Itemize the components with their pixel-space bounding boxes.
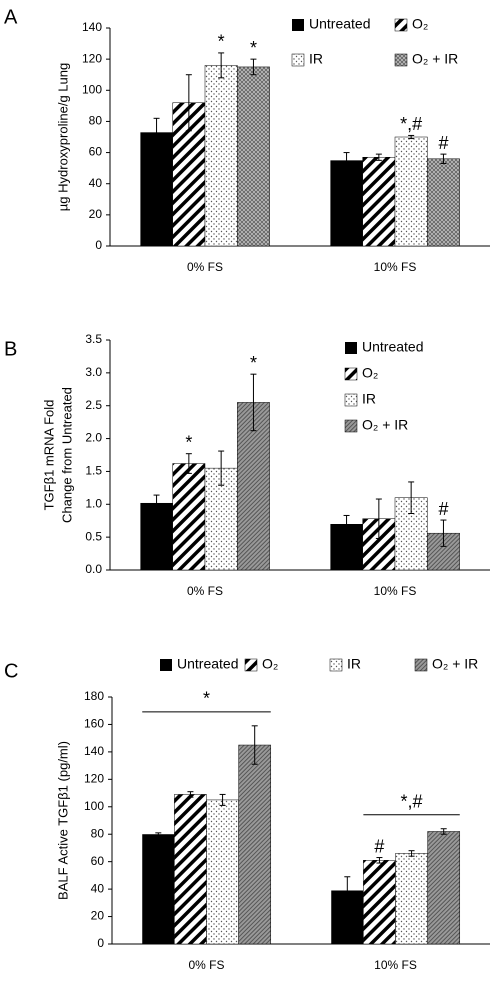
y-tick-label: 100 [82,82,102,96]
y-tick-label: 40 [91,881,105,895]
bar [363,860,396,945]
legend-swatch [160,659,172,671]
y-tick-label: 0.0 [85,562,102,576]
y-tick-label: 60 [91,854,105,868]
y-axis-label: BALF Active TGFβ1 (pg/ml) [55,741,70,900]
legend-swatch [329,658,343,672]
significance-mark: # [438,133,448,153]
legend-label: Untreated [309,16,370,32]
legend-swatch [345,342,357,354]
x-tick-label: 10% FS [374,958,417,972]
y-tick-label: 140 [84,744,104,758]
y-axis-label: µg Hydroxyproline/g Lung [55,63,70,211]
y-tick-label: 20 [91,909,105,923]
y-tick-label: 140 [82,20,102,34]
panel-label: B [4,338,17,360]
legend-swatch [414,658,428,672]
legend-label: O₂ + IR [362,417,408,433]
y-tick-label: 160 [84,717,104,731]
legend-swatch [344,419,358,433]
legend-label: Untreated [362,339,423,355]
y-tick-label: 3.0 [85,365,102,379]
bar [427,831,461,945]
bracket-label: *,# [401,791,423,811]
significance-mark: # [438,499,448,519]
legend-label: O₂ + IR [432,656,478,672]
y-tick-label: 2.5 [85,398,102,412]
panel-label: A [4,6,18,28]
x-tick-label: 0% FS [187,584,223,598]
legend-swatch [291,53,305,67]
legend-label: O₂ [262,656,278,672]
bar [395,853,428,945]
legend-label: Untreated [177,656,238,672]
significance-mark: *,# [400,114,422,134]
y-tick-label: 100 [84,799,104,813]
y-tick-label: 40 [89,176,103,190]
x-tick-label: 0% FS [188,958,224,972]
bar [394,136,428,247]
bar [174,794,207,945]
bar [427,158,460,247]
significance-mark: * [218,32,225,52]
y-axis-label: Change from Untreated [59,387,74,523]
legend-label: O₂ + IR [412,51,458,67]
bar [237,66,270,247]
bar [140,502,173,570]
y-tick-label: 80 [89,114,103,128]
y-tick-label: 0 [97,936,104,950]
significance-mark: * [185,432,192,452]
legend-label: IR [347,656,361,672]
y-tick-label: 120 [84,772,104,786]
bar [330,160,363,246]
bar [204,65,238,247]
y-tick-label: 20 [89,207,103,221]
y-tick-label: 0.5 [85,529,102,543]
panel-label: C [4,660,18,682]
legend-label: IR [309,51,323,67]
bracket-label: * [203,689,210,709]
y-tick-label: 0 [95,238,102,252]
legend-swatch [244,658,258,672]
y-tick-label: 2.0 [85,431,102,445]
significance-mark: * [250,353,257,373]
significance-mark: * [250,38,257,58]
bar [172,463,206,571]
legend-swatch [344,393,358,407]
legend-label: IR [362,391,376,407]
y-tick-label: 1.0 [85,496,102,510]
legend-label: O₂ [362,365,378,381]
y-tick-label: 1.5 [85,464,102,478]
legend-swatch [394,18,408,32]
significance-mark: # [374,836,384,856]
bar [142,834,175,944]
legend-swatch [394,53,408,67]
y-axis-label: TGFβ1 mRNA Fold [41,400,56,511]
bar [140,132,173,246]
y-tick-label: 3.5 [85,332,102,346]
bar [206,799,239,945]
bar [238,744,272,945]
legend-swatch [344,367,358,381]
y-tick-label: 180 [84,689,104,703]
x-tick-label: 0% FS [187,260,223,274]
legend-swatch [292,19,304,31]
y-tick-label: 60 [89,145,103,159]
legend-label: O₂ [412,16,428,32]
x-tick-label: 10% FS [374,260,417,274]
x-tick-label: 10% FS [374,584,417,598]
bar [362,156,396,247]
y-tick-label: 120 [82,51,102,65]
y-tick-label: 80 [91,826,105,840]
